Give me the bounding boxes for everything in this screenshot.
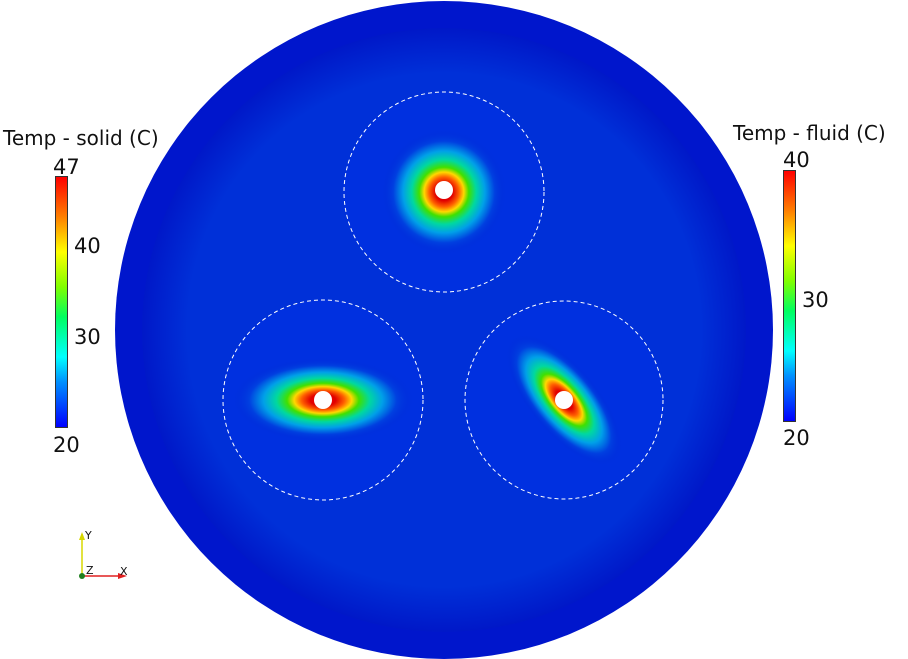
solid-colorbar-title: Temp - solid (C)	[3, 126, 159, 150]
solid-tick-30: 30	[74, 325, 101, 349]
solid-tick-40: 40	[74, 234, 101, 258]
conductor-top	[435, 181, 453, 199]
cable-top	[343, 91, 545, 293]
cable-right	[464, 300, 664, 500]
solid-tick-max: 47	[53, 155, 80, 179]
fluid-tick-min: 20	[783, 426, 810, 450]
axis-y-label: Y	[84, 529, 92, 542]
fluid-tick-30: 30	[802, 288, 829, 312]
solid-colorbar	[55, 176, 68, 428]
fluid-tick-max: 40	[783, 148, 810, 172]
fluid-colorbar-title: Temp - fluid (C)	[733, 121, 886, 145]
conductor-right	[555, 391, 573, 409]
axis-x-label: X	[120, 565, 128, 578]
cable-left	[222, 299, 424, 501]
axis-z-label: Z	[86, 564, 94, 577]
solid-tick-min: 20	[53, 433, 80, 457]
fluid-colorbar	[783, 170, 796, 422]
axes-triad: Y Z X	[79, 529, 128, 579]
conductor-left	[314, 391, 332, 409]
